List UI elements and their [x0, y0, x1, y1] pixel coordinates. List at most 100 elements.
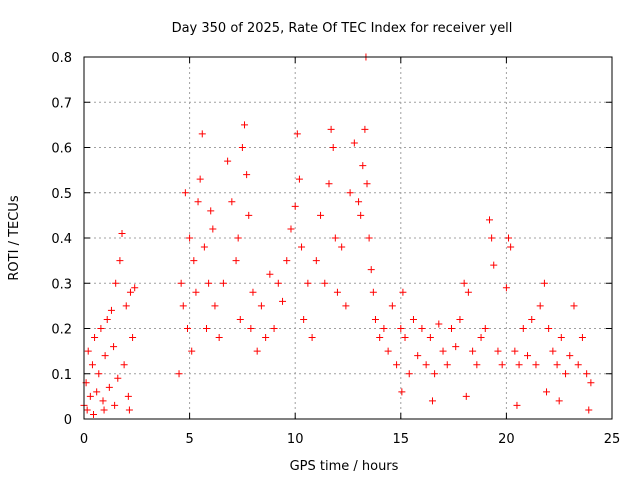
y-axis-label: ROTI / TECUs — [7, 195, 22, 280]
data-points — [80, 53, 595, 418]
data-point — [99, 397, 107, 405]
data-point — [257, 302, 265, 310]
data-point — [177, 279, 185, 287]
data-point — [555, 397, 563, 405]
data-point — [186, 234, 194, 242]
data-point — [398, 388, 406, 396]
data-point — [83, 406, 91, 414]
data-point — [443, 361, 451, 369]
y-tick-label: 0.8 — [51, 51, 72, 66]
data-point — [118, 229, 126, 237]
data-point — [238, 144, 246, 151]
data-point — [103, 315, 111, 323]
data-point — [270, 325, 278, 332]
chart-title: Day 350 of 2025, Rate Of TEC Index for r… — [172, 21, 513, 36]
data-point — [331, 234, 339, 242]
data-point — [502, 284, 510, 292]
data-point — [439, 347, 447, 355]
data-point — [202, 325, 210, 332]
data-point — [211, 302, 219, 310]
data-point — [249, 288, 257, 296]
data-point — [114, 374, 122, 382]
data-point — [477, 334, 485, 342]
data-point — [175, 370, 183, 378]
data-point — [194, 198, 202, 206]
data-point — [350, 139, 358, 147]
data-point — [583, 370, 591, 378]
data-point — [338, 243, 346, 251]
data-point — [585, 406, 593, 414]
data-point — [116, 257, 124, 265]
data-point — [359, 162, 367, 170]
x-tick-label: 25 — [604, 432, 621, 447]
data-point — [566, 352, 574, 360]
data-point — [490, 261, 498, 269]
data-point — [312, 257, 320, 265]
data-point — [105, 383, 113, 391]
data-point — [308, 334, 316, 342]
data-point — [97, 325, 105, 332]
data-point — [587, 379, 595, 387]
data-point — [361, 125, 369, 133]
data-point — [578, 334, 586, 342]
data-point — [241, 121, 249, 129]
data-point — [196, 175, 204, 183]
data-point — [120, 361, 128, 369]
data-point — [355, 198, 363, 206]
data-point — [428, 397, 436, 405]
y-tick-label: 0.2 — [51, 323, 72, 338]
data-point — [253, 347, 261, 355]
data-point — [124, 392, 132, 400]
data-point — [401, 334, 409, 342]
data-point — [198, 130, 206, 138]
y-tick-label: 0 — [64, 413, 72, 428]
data-point — [365, 234, 373, 242]
data-point — [126, 288, 134, 296]
data-point — [333, 288, 341, 296]
data-point — [236, 315, 244, 323]
data-point — [481, 325, 489, 332]
data-point — [473, 361, 481, 369]
data-point — [543, 388, 551, 396]
data-point — [532, 361, 540, 369]
data-point — [325, 180, 333, 188]
y-tick-label: 0.4 — [51, 232, 72, 247]
data-point — [574, 361, 582, 369]
data-point — [111, 401, 119, 409]
data-point — [91, 334, 99, 342]
data-point — [84, 347, 92, 355]
data-point — [346, 189, 354, 197]
data-point — [179, 302, 187, 310]
data-point — [93, 388, 101, 396]
data-point — [125, 406, 133, 414]
data-point — [545, 325, 553, 332]
y-tick-label: 0.7 — [51, 96, 72, 111]
data-point — [181, 189, 189, 197]
data-point — [418, 325, 426, 332]
data-point — [524, 352, 532, 360]
data-point — [570, 302, 578, 310]
data-point — [101, 352, 109, 360]
data-point — [327, 125, 335, 133]
data-point — [486, 216, 494, 224]
data-point — [279, 297, 287, 305]
data-point — [243, 171, 251, 179]
data-point — [405, 370, 413, 378]
data-point — [399, 288, 407, 296]
x-tick-labels: 0 5 10 15 20 25 — [80, 432, 620, 447]
data-point — [274, 279, 282, 287]
data-point — [384, 347, 392, 355]
data-point — [549, 347, 557, 355]
data-point — [192, 288, 200, 296]
data-point — [295, 175, 303, 183]
y-tick-label: 0.5 — [51, 187, 72, 202]
data-point — [515, 361, 523, 369]
data-point — [553, 361, 561, 369]
data-point — [505, 234, 513, 242]
data-point — [460, 279, 468, 287]
x-tick-label: 0 — [80, 432, 88, 447]
data-point — [562, 370, 570, 378]
data-point — [232, 257, 240, 265]
data-point — [357, 211, 365, 219]
